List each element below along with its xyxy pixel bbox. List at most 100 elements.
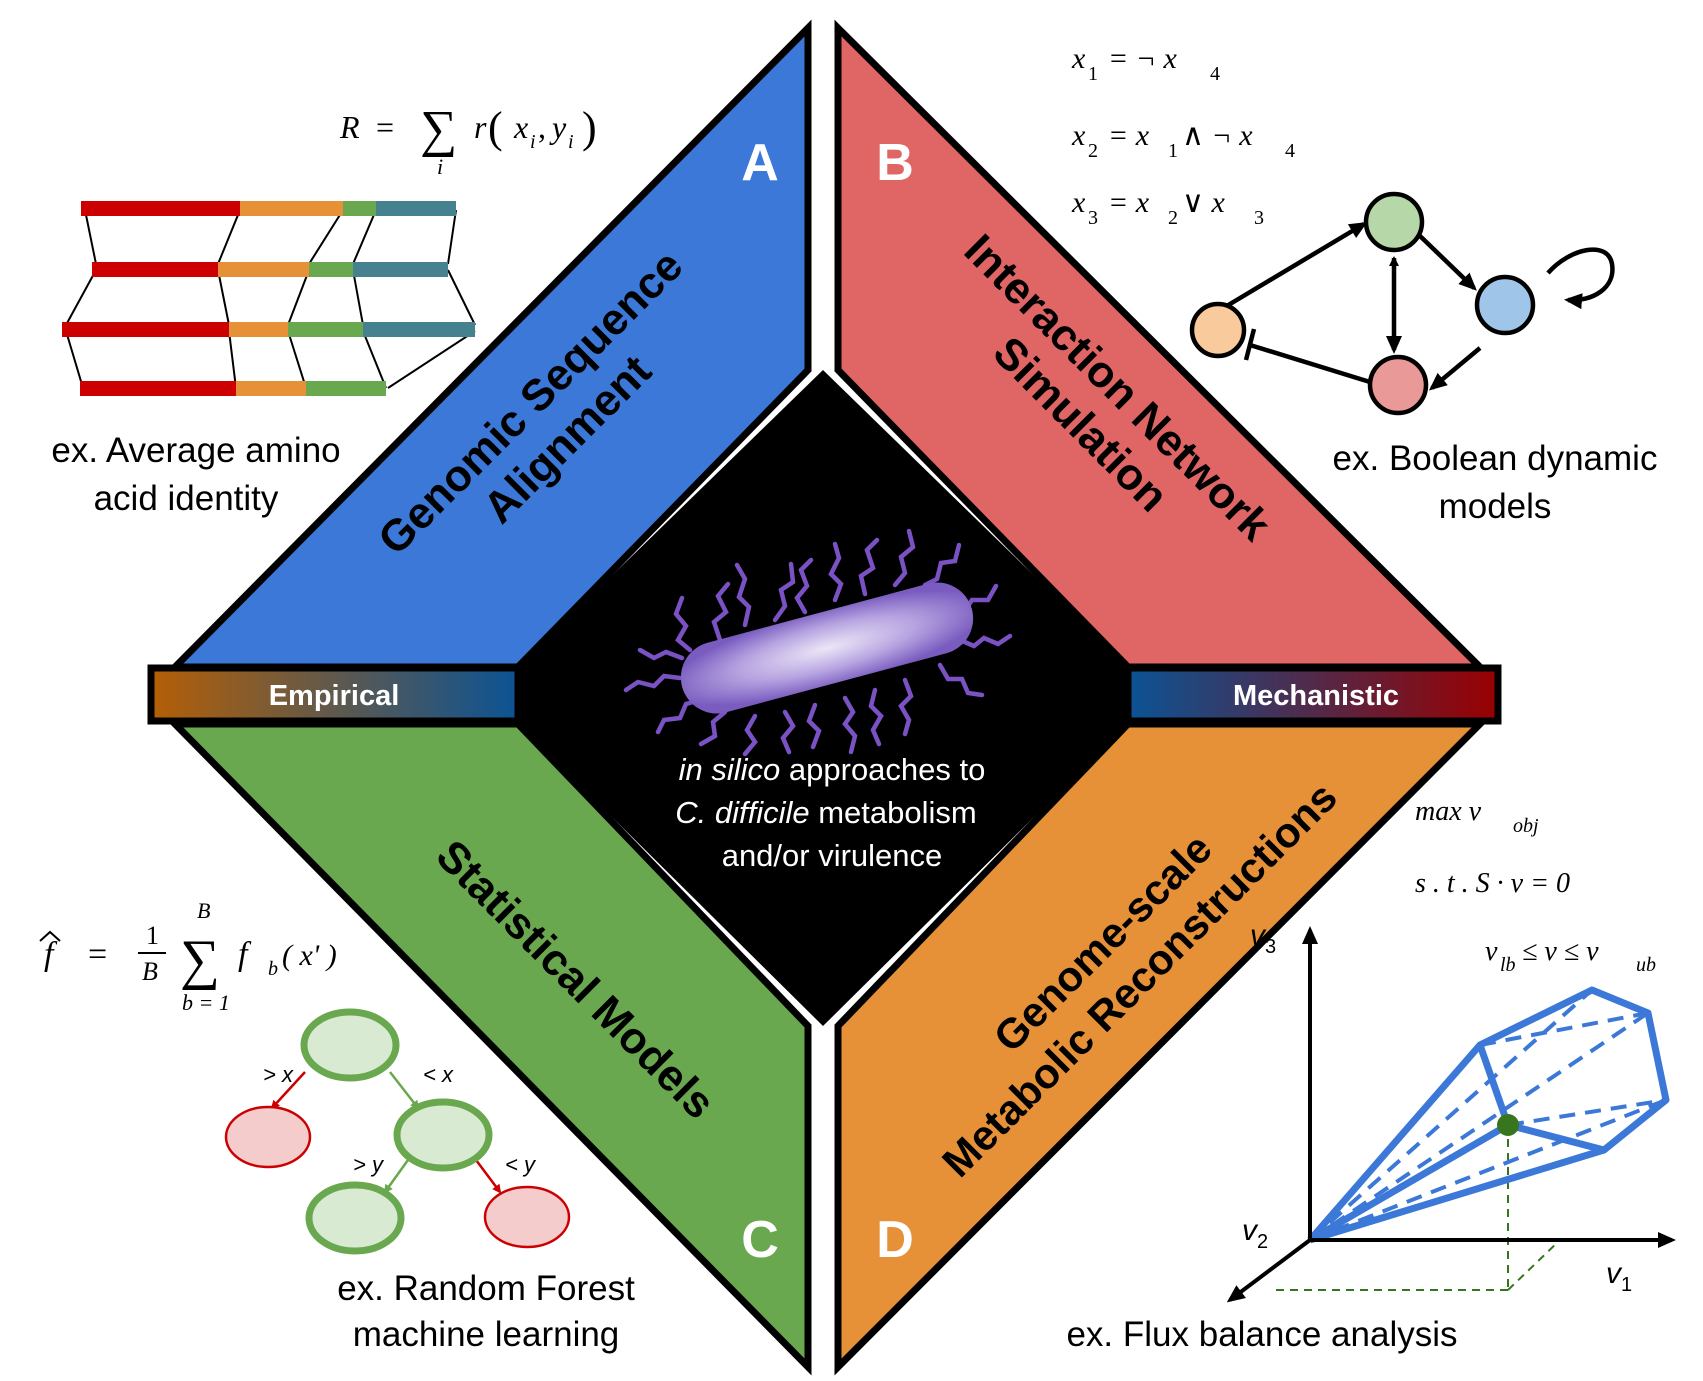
eq2-lhs-sub: 2 <box>1088 140 1098 162</box>
formula-a-sum: ∑ <box>420 101 457 158</box>
formula-c-num: 1 <box>146 921 159 950</box>
formula-a-comma: , <box>538 109 546 145</box>
alignment-illustration <box>62 201 476 396</box>
tree-inner-node <box>393 1098 493 1172</box>
mechanistic-label: Mechanistic <box>1233 680 1399 712</box>
eq2-rhs-a: = x <box>1108 119 1150 152</box>
eq3-rhs-a: = x <box>1108 186 1150 219</box>
formula-c-eq: = <box>88 936 107 973</box>
mechanistic-bar <box>1124 664 1502 725</box>
alignment-row3-orange <box>229 322 288 337</box>
tree-leaf-right-bottom <box>483 1185 571 1249</box>
formula-a-eq: = <box>376 109 394 145</box>
empirical-bar <box>147 664 522 725</box>
formula-a-xsub: i <box>530 131 536 153</box>
panel-c-caption-line1: ex. Random Forest <box>337 1269 635 1308</box>
alignment-row4-red <box>80 381 236 396</box>
eq1-rhs: = ¬ x <box>1108 42 1177 75</box>
split-left-bottom-label: > y <box>353 1152 385 1177</box>
optimal-flux-point <box>1497 1114 1519 1136</box>
bounds-mid: ≤ v ≤ v <box>1522 936 1599 967</box>
formula-a-y: y <box>549 109 567 145</box>
alignment-row1-orange <box>240 201 343 216</box>
formula-a-x: x <box>513 109 528 145</box>
letter-c: C <box>741 1211 779 1269</box>
constraint-text: s . t . S · v = 0 <box>1415 868 1570 899</box>
objective-sub: obj <box>1513 815 1539 837</box>
formula-c-sum: ∑ <box>180 929 220 991</box>
alignment-row2-red <box>92 262 218 277</box>
alignment-row4-green <box>306 381 386 396</box>
center-caption-line2: C. difficile metabolism <box>675 795 976 830</box>
bacterium-body <box>680 582 974 714</box>
formula-a-sum-index: i <box>437 154 443 179</box>
formula-c-den: B <box>142 957 158 986</box>
empirical-label: Empirical <box>269 680 400 712</box>
eq2-rhs-b: ∧ ¬ x <box>1182 119 1253 152</box>
eq1-lhs: x <box>1071 42 1086 75</box>
eq2-rhs-a-sub: 1 <box>1168 140 1178 162</box>
eq3-rhs-a-sub: 2 <box>1168 207 1178 229</box>
eq3-rhs-b: ∨ x <box>1182 186 1225 219</box>
split-right-bottom-label: < y <box>505 1152 537 1177</box>
formula-c-fhat: f <box>44 936 58 973</box>
alignment-row2-teal <box>353 262 448 277</box>
axis-v1-label: v1 <box>1606 1257 1632 1296</box>
alignment-row3-green <box>288 322 363 337</box>
formula-a-open: ( <box>488 103 503 152</box>
objective-text: max v <box>1415 796 1482 827</box>
alignment-row2-orange <box>218 262 309 277</box>
panel-c-formula: f = 1 B ∑ B b = 1 f b ( x' ) <box>39 898 337 1015</box>
tree-root-node <box>300 1008 400 1082</box>
formula-a-lhs: R <box>339 109 360 145</box>
alignment-row1-green <box>343 201 376 216</box>
formula-c-hat-mark <box>39 930 61 942</box>
tree-leaf-left-top <box>224 1105 312 1169</box>
center-caption-line3: and/or virulence <box>722 838 943 873</box>
flux-plot: v3 v2 v1 <box>1226 919 1676 1303</box>
formula-c-fn: f <box>238 936 252 973</box>
formula-c-sum-bottom: b = 1 <box>182 990 230 1015</box>
alignment-row1-red <box>81 201 240 216</box>
decision-tree: > x < x > y < y <box>224 1008 571 1255</box>
letter-b: B <box>876 134 914 192</box>
node-x2 <box>1367 354 1429 416</box>
panel-b-caption-line2: models <box>1439 487 1552 526</box>
eq3-rhs-b-sub: 3 <box>1254 207 1264 229</box>
alignment-row2-green <box>309 262 353 277</box>
formula-a-ysub: i <box>568 131 574 153</box>
panel-a-formula: R = ∑ i r ( x i , y i ) <box>339 101 597 179</box>
center-caption-line1: in silico approaches to <box>679 752 986 787</box>
bounds-ub-sub: ub <box>1636 954 1656 976</box>
panel-d-caption: ex. Flux balance analysis <box>1066 1315 1457 1354</box>
panel-b-equations: x 1 = ¬ x 4 x 2 = x 1 ∧ ¬ x 4 x 3 = x 2 … <box>1071 42 1295 229</box>
alignment-row3-red <box>62 322 229 337</box>
formula-c-fn-sub: b <box>268 958 278 980</box>
eq3-lhs-sub: 3 <box>1088 207 1098 229</box>
bacterium-illustration <box>623 528 1013 757</box>
alignment-row4-orange <box>236 381 306 396</box>
letter-d: D <box>876 1211 914 1269</box>
boolean-network <box>1189 191 1615 416</box>
alignment-row3-teal <box>363 322 475 337</box>
bounds-lb-sub: lb <box>1500 954 1516 976</box>
letter-a: A <box>741 134 779 192</box>
node-x4 <box>1189 301 1247 359</box>
bounds-lb: v <box>1485 936 1498 967</box>
eq1-lhs-sub: 1 <box>1088 63 1098 85</box>
center-diamond <box>518 370 1128 1026</box>
split-left-top-label: > x <box>263 1062 294 1087</box>
panel-a-caption-line2: acid identity <box>94 479 279 518</box>
formula-a-close: ) <box>582 103 597 152</box>
formula-a-fn: r <box>474 109 487 145</box>
axis-v3-label: v3 <box>1250 919 1276 958</box>
formula-c-arg: ( x' ) <box>282 939 337 972</box>
node-x3 <box>1474 274 1536 336</box>
split-right-top-label: < x <box>423 1062 454 1087</box>
tree-leaf-left-bottom <box>305 1181 405 1255</box>
node-x1 <box>1363 191 1425 253</box>
eq2-rhs-b-sub: 4 <box>1285 140 1295 162</box>
eq1-rhs-sub: 4 <box>1210 63 1220 85</box>
axis-v2-label: v2 <box>1242 1214 1268 1253</box>
